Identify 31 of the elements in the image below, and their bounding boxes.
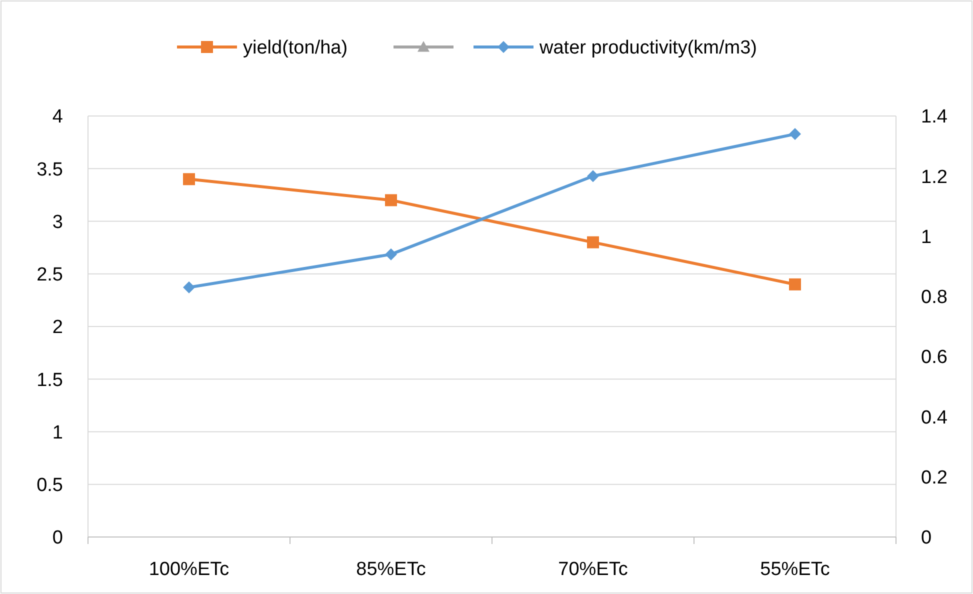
point	[587, 170, 599, 182]
y2-tick-label: 1.4	[921, 106, 948, 128]
point	[587, 236, 599, 248]
legend-label: water productivity(km/m3)	[538, 38, 757, 59]
y-tick-label: 0	[52, 528, 63, 549]
y2-tick-label: 1.2	[921, 166, 948, 188]
point	[183, 173, 195, 186]
y-tick-label: 2	[52, 317, 63, 338]
point	[385, 194, 397, 206]
y2-tick-label: 1	[921, 226, 932, 248]
point	[183, 281, 195, 294]
y2-tick-label: 0.4	[921, 407, 948, 428]
point	[789, 278, 801, 290]
y-tick-label: 1	[52, 422, 63, 444]
x-tick-label: 85%ETc	[356, 559, 426, 580]
legend-label: yield(ton/ha)	[243, 38, 348, 59]
y-tick-label: 2.5	[36, 264, 63, 286]
y2-tick-label: 0	[921, 528, 932, 549]
y2-tick-label: 0.6	[921, 347, 948, 368]
x-tick-label: 100%ETc	[148, 559, 230, 580]
point	[385, 248, 397, 260]
y-tick-label: 3	[52, 212, 63, 233]
y-tick-label: 0.5	[36, 475, 63, 496]
y-tick-label: 1.5	[36, 370, 63, 391]
y-tick-label: 3.5	[36, 159, 63, 180]
y-tick-label: 4	[52, 106, 64, 128]
x-tick-label: 55%ETc	[760, 559, 830, 580]
point	[789, 128, 801, 140]
y2-tick-label: 0.2	[921, 468, 948, 489]
x-tick-label: 70%ETc	[558, 559, 628, 580]
y2-tick-label: 0.8	[921, 287, 948, 308]
